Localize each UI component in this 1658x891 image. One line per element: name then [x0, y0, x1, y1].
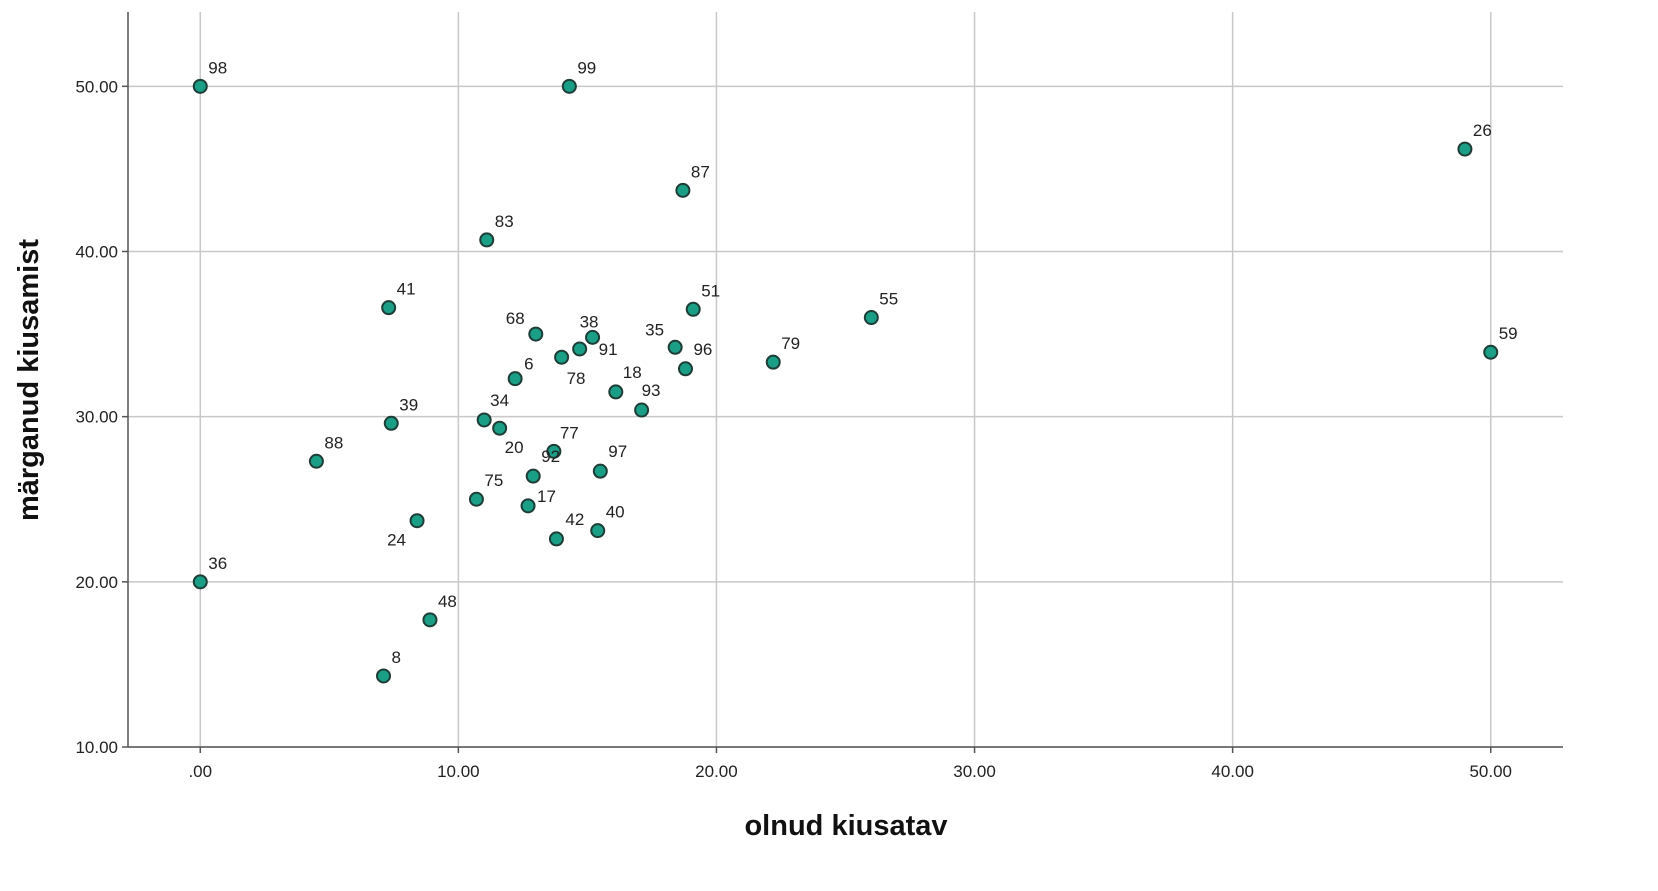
- scatter-point: [561, 78, 577, 94]
- y-tick-label: 20.00: [75, 573, 118, 592]
- scatter-point: [592, 463, 608, 479]
- point-label: 6: [524, 355, 533, 374]
- scatter-point: [422, 612, 438, 628]
- scatter-point: [492, 420, 508, 436]
- point-label: 97: [608, 442, 627, 461]
- point-label: 38: [580, 312, 599, 331]
- scatter-point: [863, 310, 879, 326]
- point-label: 99: [577, 58, 596, 77]
- point-label: 36: [208, 554, 227, 573]
- point-label: 40: [606, 503, 625, 522]
- point-label: 18: [623, 363, 642, 382]
- point-label: 20: [505, 438, 524, 457]
- point-label: 8: [392, 648, 401, 667]
- point-label: 83: [495, 212, 514, 231]
- x-tick-label: 10.00: [437, 762, 480, 781]
- point-label: 24: [387, 531, 406, 550]
- scatter-point: [590, 523, 606, 539]
- point-label: 41: [397, 280, 416, 299]
- point-label: 87: [691, 162, 710, 181]
- point-label: 98: [208, 58, 227, 77]
- point-label: 42: [565, 510, 584, 529]
- scatter-point: [376, 668, 392, 684]
- point-label: 39: [399, 395, 418, 414]
- point-label: 92: [541, 447, 560, 466]
- y-tick-label: 40.00: [75, 242, 118, 261]
- point-label: 26: [1473, 121, 1492, 140]
- scatter-point: [608, 384, 624, 400]
- y-tick-label: 30.00: [75, 408, 118, 427]
- x-tick-label: 20.00: [695, 762, 738, 781]
- point-label: 88: [324, 433, 343, 452]
- point-label: 55: [879, 290, 898, 309]
- scatter-point: [476, 412, 492, 428]
- point-label: 75: [484, 471, 503, 490]
- scatter-point: [1483, 344, 1499, 360]
- point-label: 34: [490, 391, 509, 410]
- scatter-point: [383, 415, 399, 431]
- point-label: 17: [537, 487, 556, 506]
- x-tick-label: .00: [188, 762, 212, 781]
- scatter-point: [1457, 141, 1473, 157]
- y-axis-title: märganud kiusamist: [13, 239, 45, 521]
- point-label: 91: [599, 340, 618, 359]
- scatter-point: [479, 232, 495, 248]
- scatter-point: [528, 326, 544, 342]
- scatter-point: [667, 339, 683, 355]
- scatter-point: [381, 300, 397, 316]
- scatter-point: [520, 498, 536, 514]
- scatter-point: [572, 341, 588, 357]
- point-label: 78: [567, 369, 586, 388]
- data-points: [192, 78, 1499, 684]
- scatter-point: [554, 349, 570, 365]
- scatter-point: [546, 443, 562, 459]
- scatter-point: [192, 78, 208, 94]
- y-tick-label: 50.00: [75, 77, 118, 96]
- x-tick-label: 40.00: [1211, 762, 1254, 781]
- scatter-point: [548, 531, 564, 547]
- point-label: 96: [693, 340, 712, 359]
- scatter-point: [192, 574, 208, 590]
- scatter-point: [585, 329, 601, 345]
- scatter-point: [677, 361, 693, 377]
- scatter-point: [765, 354, 781, 370]
- point-label: 59: [1499, 324, 1518, 343]
- scatter-point: [634, 402, 650, 418]
- grid-layer: [128, 12, 1563, 748]
- y-tick-label: 10.00: [75, 738, 118, 757]
- point-label: 51: [701, 281, 720, 300]
- point-label: 77: [560, 423, 579, 442]
- scatter-point: [675, 182, 691, 198]
- point-label: 93: [642, 381, 661, 400]
- scatter-point: [468, 491, 484, 507]
- x-tick-label: 50.00: [1469, 762, 1512, 781]
- scatter-point: [507, 371, 523, 387]
- x-tick-label: 30.00: [953, 762, 996, 781]
- scatter-point: [308, 453, 324, 469]
- scatter-point: [525, 468, 541, 484]
- scatter-point: [685, 301, 701, 317]
- point-label: 68: [506, 309, 525, 328]
- axis-layer: [127, 12, 1563, 748]
- tick-labels: .00 10.00 20.00 30.00 40.00 50.00 10.00 20.00 30…: [75, 77, 1512, 781]
- point-label: 35: [645, 320, 664, 339]
- scatter-point: [409, 513, 425, 529]
- point-label: 48: [438, 592, 457, 611]
- x-axis-title: olnud kiusatav: [744, 810, 947, 842]
- point-label: 79: [781, 334, 800, 353]
